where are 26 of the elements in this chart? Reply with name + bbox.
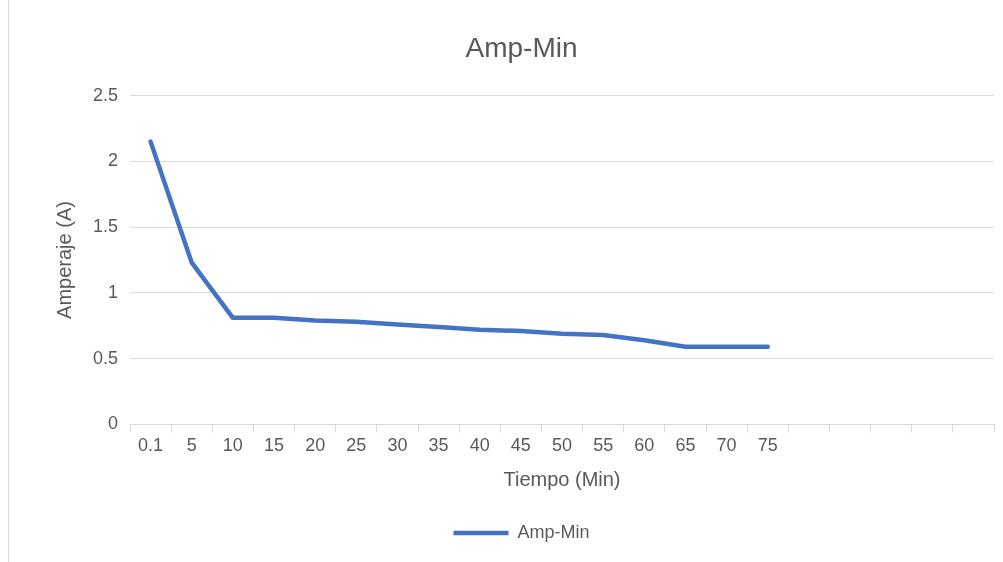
chart-title: Amp-Min: [465, 31, 578, 63]
x-tick-label: 30: [387, 435, 408, 456]
y-tick-label: 0.5: [92, 347, 119, 368]
y-tick-label: 2: [108, 150, 119, 171]
y-tick-label: 0: [108, 413, 119, 434]
x-tick-label: 45: [510, 435, 531, 456]
x-tick-label: 20: [305, 435, 326, 456]
y-axis-title: Amperaje (A): [52, 201, 75, 319]
y-tick-label: 1: [108, 281, 119, 302]
x-tick-label: 5: [186, 435, 197, 456]
x-tick-label: 35: [428, 435, 449, 456]
x-tick-label: 15: [264, 435, 285, 456]
x-tick-label: 60: [634, 435, 655, 456]
x-tick-label: 25: [346, 435, 367, 456]
legend-label: Amp-Min: [517, 521, 590, 542]
x-tick-label: 75: [757, 435, 778, 456]
y-tick-label: 1.5: [92, 216, 119, 237]
x-tick-label: 65: [675, 435, 696, 456]
x-tick-label: 55: [593, 435, 614, 456]
x-tick-label: 50: [552, 435, 573, 456]
x-axis-title: Tiempo (Min): [503, 467, 621, 490]
y-tick-label: 2.5: [92, 84, 119, 105]
x-tick-label: 70: [716, 435, 737, 456]
x-tick-label: 0.1: [138, 435, 164, 456]
x-tick-label: 40: [469, 435, 490, 456]
x-tick-label: 10: [222, 435, 243, 456]
